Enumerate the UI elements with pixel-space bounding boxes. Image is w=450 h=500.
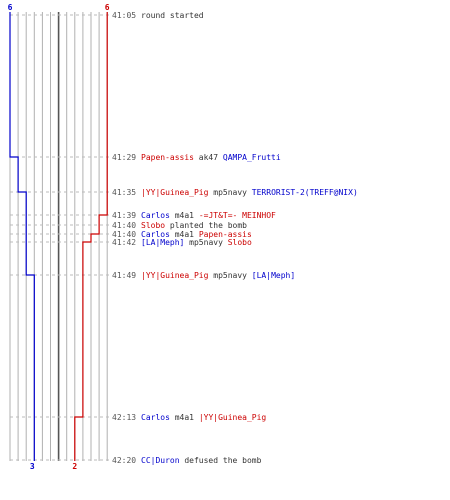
t-player-name: |YY|Guinea_Pig <box>141 188 209 197</box>
ct-player-name: TERRORIST-2(TREFF@NIX) <box>252 188 358 197</box>
team-alive-steps <box>9 12 108 461</box>
player-grid <box>9 12 108 461</box>
event-row: 41:40 Carlos m4a1 Papen-assis <box>112 230 252 239</box>
event-row: 41:29 Papen-assis ak47 QAMPA_Frutti <box>112 153 281 162</box>
t-start-count: 6 <box>105 3 110 12</box>
ct-alive-line <box>9 12 35 461</box>
ct-player-name: QAMPA_Frutti <box>223 153 281 162</box>
event-action: m4a1 <box>170 211 199 220</box>
event-row: 41:35 |YY|Guinea_Pig mp5navy TERRORIST-2(… <box>112 188 358 197</box>
ct-player-name: Carlos <box>141 413 170 422</box>
ct-player-name: CC|Duron <box>141 456 180 465</box>
event-action: m4a1 <box>170 230 199 239</box>
event-time: 41:39 <box>112 211 136 220</box>
event-time: 41:49 <box>112 271 136 280</box>
event-text: [LA|Meph] mp5navy Slobo <box>141 238 252 247</box>
event-action: mp5navy <box>208 188 251 197</box>
t-player-name: |YY|Guinea_Pig <box>199 413 267 422</box>
event-guides <box>10 14 110 461</box>
event-time: 42:20 <box>112 456 136 465</box>
t-player-name: |YY|Guinea_Pig <box>141 271 209 280</box>
event-action: defused the bomb <box>180 456 262 465</box>
ct-start-count: 6 <box>8 3 13 12</box>
t-end-count: 2 <box>72 462 77 471</box>
event-action: planted the bomb <box>165 221 247 230</box>
event-log: 41:05 round started 41:29 Papen-assis ak47 … <box>112 11 358 465</box>
event-row: 41:42 [LA|Meph] mp5navy Slobo <box>112 238 252 247</box>
event-text: Carlos m4a1 |YY|Guinea_Pig <box>141 413 266 422</box>
event-row: 41:40 Slobo planted the bomb <box>112 221 247 230</box>
event-action: mp5navy <box>208 271 251 280</box>
event-row: 42:13 Carlos m4a1 |YY|Guinea_Pig <box>112 413 266 422</box>
event-row: 42:20 CC|Duron defused the bomb <box>112 456 262 465</box>
t-player-name: Slobo <box>141 221 165 230</box>
event-text: Carlos m4a1 -=JT&T=- MEINHOF <box>141 211 276 220</box>
event-text: Papen-assis ak47 QAMPA_Frutti <box>141 153 281 162</box>
event-row: 41:39 Carlos m4a1 -=JT&T=- MEINHOF <box>112 211 276 220</box>
ct-player-name: [LA|Meph] <box>141 238 184 247</box>
event-action: round started <box>141 11 204 20</box>
event-text: |YY|Guinea_Pig mp5navy [LA|Meph] <box>141 271 295 280</box>
t-player-name: Papen-assis <box>199 230 252 239</box>
t-player-name: Slobo <box>228 238 252 247</box>
ct-player-name: [LA|Meph] <box>252 271 295 280</box>
event-text: Carlos m4a1 Papen-assis <box>141 230 252 239</box>
event-time: 41:35 <box>112 188 136 197</box>
team-counts: 6 6 3 2 <box>8 3 110 471</box>
ct-end-count: 3 <box>30 462 35 471</box>
event-time: 41:40 <box>112 230 136 239</box>
event-action: m4a1 <box>170 413 199 422</box>
event-action: ak47 <box>194 153 223 162</box>
event-row: 41:49 |YY|Guinea_Pig mp5navy [LA|Meph] <box>112 271 295 280</box>
event-time: 42:13 <box>112 413 136 422</box>
event-text: round started <box>141 11 204 20</box>
event-text: CC|Duron defused the bomb <box>141 456 262 465</box>
event-action: mp5navy <box>184 238 227 247</box>
event-time: 41:05 <box>112 11 136 20</box>
t-player-name: -=JT&T=- MEINHOF <box>199 211 276 220</box>
event-time: 41:29 <box>112 153 136 162</box>
ct-player-name: Carlos <box>141 211 170 220</box>
event-time: 41:42 <box>112 238 136 247</box>
event-text: |YY|Guinea_Pig mp5navy TERRORIST-2(TREFF… <box>141 188 358 197</box>
event-text: Slobo planted the bomb <box>141 221 247 230</box>
event-time: 41:40 <box>112 221 136 230</box>
t-player-name: Papen-assis <box>141 153 194 162</box>
event-row: 41:05 round started <box>112 11 204 20</box>
t-alive-line <box>74 12 108 461</box>
ct-player-name: Carlos <box>141 230 170 239</box>
